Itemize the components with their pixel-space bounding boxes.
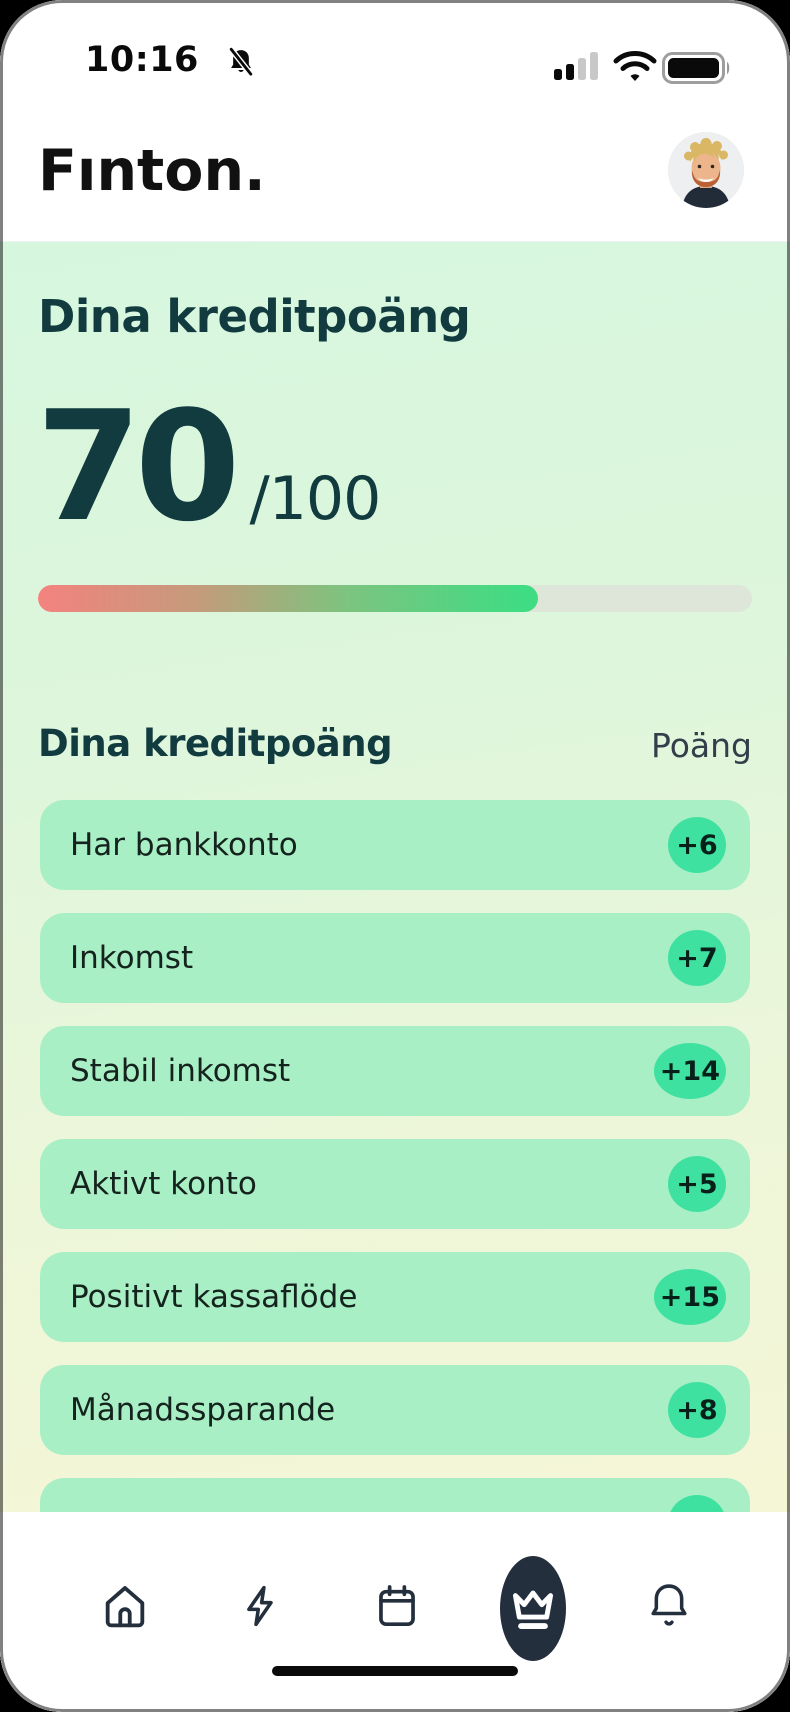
bell-icon xyxy=(644,1579,694,1637)
points-badge: +6 xyxy=(668,817,726,873)
score-denominator: /100 xyxy=(249,464,382,534)
list-item[interactable]: Har bankkonto +6 xyxy=(40,800,750,890)
factor-label: Har bankkonto xyxy=(70,827,298,863)
factor-label: Positivt kassaflöde xyxy=(70,1279,358,1315)
lightning-icon xyxy=(236,1581,286,1635)
nav-calendar[interactable] xyxy=(364,1548,430,1668)
status-time: 10:16 xyxy=(85,40,199,80)
list-item[interactable]: Månadssparande +8 xyxy=(40,1365,750,1455)
points-badge: +5 xyxy=(668,1156,726,1212)
score-factor-list: Har bankkonto +6 Inkomst +7 Stabil inkom… xyxy=(40,800,750,1591)
bell-slash-icon xyxy=(225,46,257,84)
list-item[interactable]: Inkomst +7 xyxy=(40,913,750,1003)
nav-activity[interactable] xyxy=(228,1548,294,1668)
factor-label: Aktivt konto xyxy=(70,1166,257,1202)
home-icon xyxy=(98,1579,152,1637)
factor-label: Månadssparande xyxy=(70,1392,336,1428)
score-value: 70 xyxy=(36,378,241,555)
calendar-icon xyxy=(371,1580,423,1636)
wifi-icon xyxy=(612,50,658,88)
nav-premium[interactable] xyxy=(500,1548,566,1668)
profile-avatar[interactable] xyxy=(668,132,744,208)
score-display: 70 /100 xyxy=(36,372,382,562)
bottom-nav xyxy=(0,1512,790,1712)
points-badge: +7 xyxy=(668,930,726,986)
list-item[interactable]: Stabil inkomst +14 xyxy=(40,1026,750,1116)
status-bar: 10:16 xyxy=(0,0,790,110)
points-badge: +14 xyxy=(653,1043,726,1099)
nav-home[interactable] xyxy=(92,1548,158,1668)
app-header: Fınton. xyxy=(0,110,790,242)
progress-fill xyxy=(38,585,538,612)
nav-notifications[interactable] xyxy=(636,1548,702,1668)
list-item[interactable]: Positivt kassaflöde +15 xyxy=(40,1252,750,1342)
breakdown-title: Dina kreditpoäng xyxy=(38,722,393,765)
credit-score-page: Dina kreditpoäng 70 /100 Dina kreditpoän… xyxy=(0,242,790,1712)
cellular-signal-icon xyxy=(552,50,602,86)
points-column-label: Poäng xyxy=(651,726,752,765)
home-indicator[interactable] xyxy=(272,1666,518,1676)
page-title: Dina kreditpoäng xyxy=(38,290,471,343)
factor-label: Inkomst xyxy=(70,940,194,976)
app-logo: Fınton. xyxy=(38,138,266,204)
list-item[interactable]: Aktivt konto +5 xyxy=(40,1139,750,1229)
breakdown-header: Dina kreditpoäng Poäng xyxy=(38,722,752,765)
battery-full-icon xyxy=(662,52,734,88)
crown-icon xyxy=(500,1555,566,1661)
factor-label: Stabil inkomst xyxy=(70,1053,291,1089)
points-badge: +8 xyxy=(668,1382,726,1438)
points-badge: +15 xyxy=(653,1269,726,1325)
score-progress-bar xyxy=(38,585,752,612)
